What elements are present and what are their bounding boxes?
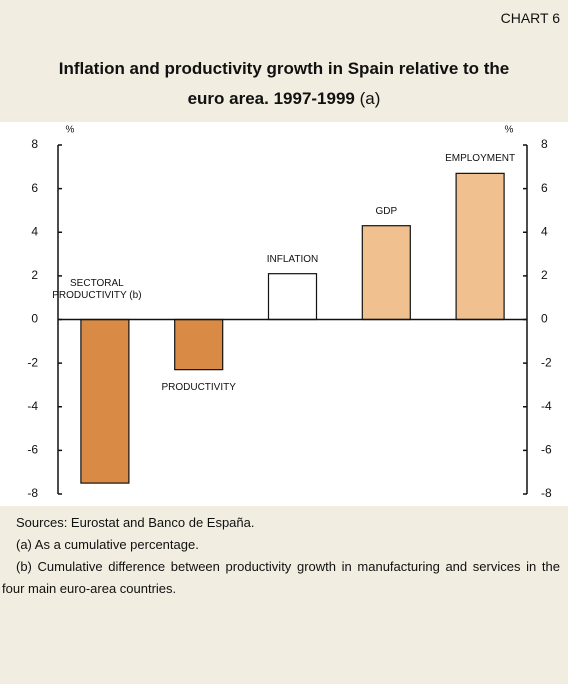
y-tick-label: 0 [31, 312, 38, 326]
category-label: SECTORAL PRODUCTIVITY (b) [52, 277, 142, 301]
y2-tick-label: 0 [541, 312, 548, 326]
notes: Sources: Eurostat and Banco de España. (a… [2, 512, 560, 600]
y-tick-label: -2 [27, 355, 38, 369]
category-label: PRODUCTIVITY [161, 381, 236, 393]
y2-tick-label: -8 [541, 486, 552, 500]
y-tick-label: 2 [31, 268, 38, 282]
y2-tick-label: -6 [541, 443, 552, 457]
y-tick-label: 4 [31, 224, 38, 238]
y2-tick-label: 6 [541, 181, 548, 195]
note: (b) Cumulative difference between produc… [2, 559, 560, 596]
plot-area: %% -8 -6 -4 -2 0 2 4 6 8 -8 -6 -4 -2 0 2 4 6 8 SECTORAL PR… [0, 122, 568, 506]
bar [455, 172, 505, 321]
category-label: EMPLOYMENT [445, 153, 516, 165]
bar [361, 225, 411, 321]
category-label: INFLATION [266, 253, 319, 265]
bar [80, 318, 130, 484]
y2-tick-label: 8 [541, 137, 548, 151]
y-tick-label: -4 [27, 399, 38, 413]
chart: % % -8 -6 -4 -2 0 2 4 6 8 -8 -6 -4 -2 0 2 4 6 8 [27, 125, 552, 501]
chart-title: Inflation and productivity growth in Spa… [58, 59, 510, 108]
y2-tick-label: 4 [541, 224, 548, 238]
y2-tick-label: 2 [541, 268, 548, 282]
y2-tick-label: -2 [541, 355, 552, 369]
y-tick-label: 6 [31, 181, 38, 195]
y-tick-label: -8 [27, 486, 38, 500]
y-axis-label: % [66, 125, 75, 136]
y2-tick-label: -4 [541, 399, 552, 413]
bar [174, 318, 224, 371]
chart-number: CHART 6 [500, 10, 560, 26]
category-label: GDP [375, 205, 398, 217]
title-note: (a) [359, 89, 381, 108]
note: Sources: Eurostat and Banco de España. [16, 515, 255, 530]
y2-axis-label: % [505, 125, 514, 136]
y-tick-label: -6 [27, 443, 38, 457]
y-tick-label: 8 [31, 137, 38, 151]
note: (a) As a cumulative percentage. [16, 537, 199, 552]
bar [267, 273, 318, 321]
chart-title-block: Inflation and productivity growth in Spa… [40, 54, 528, 114]
